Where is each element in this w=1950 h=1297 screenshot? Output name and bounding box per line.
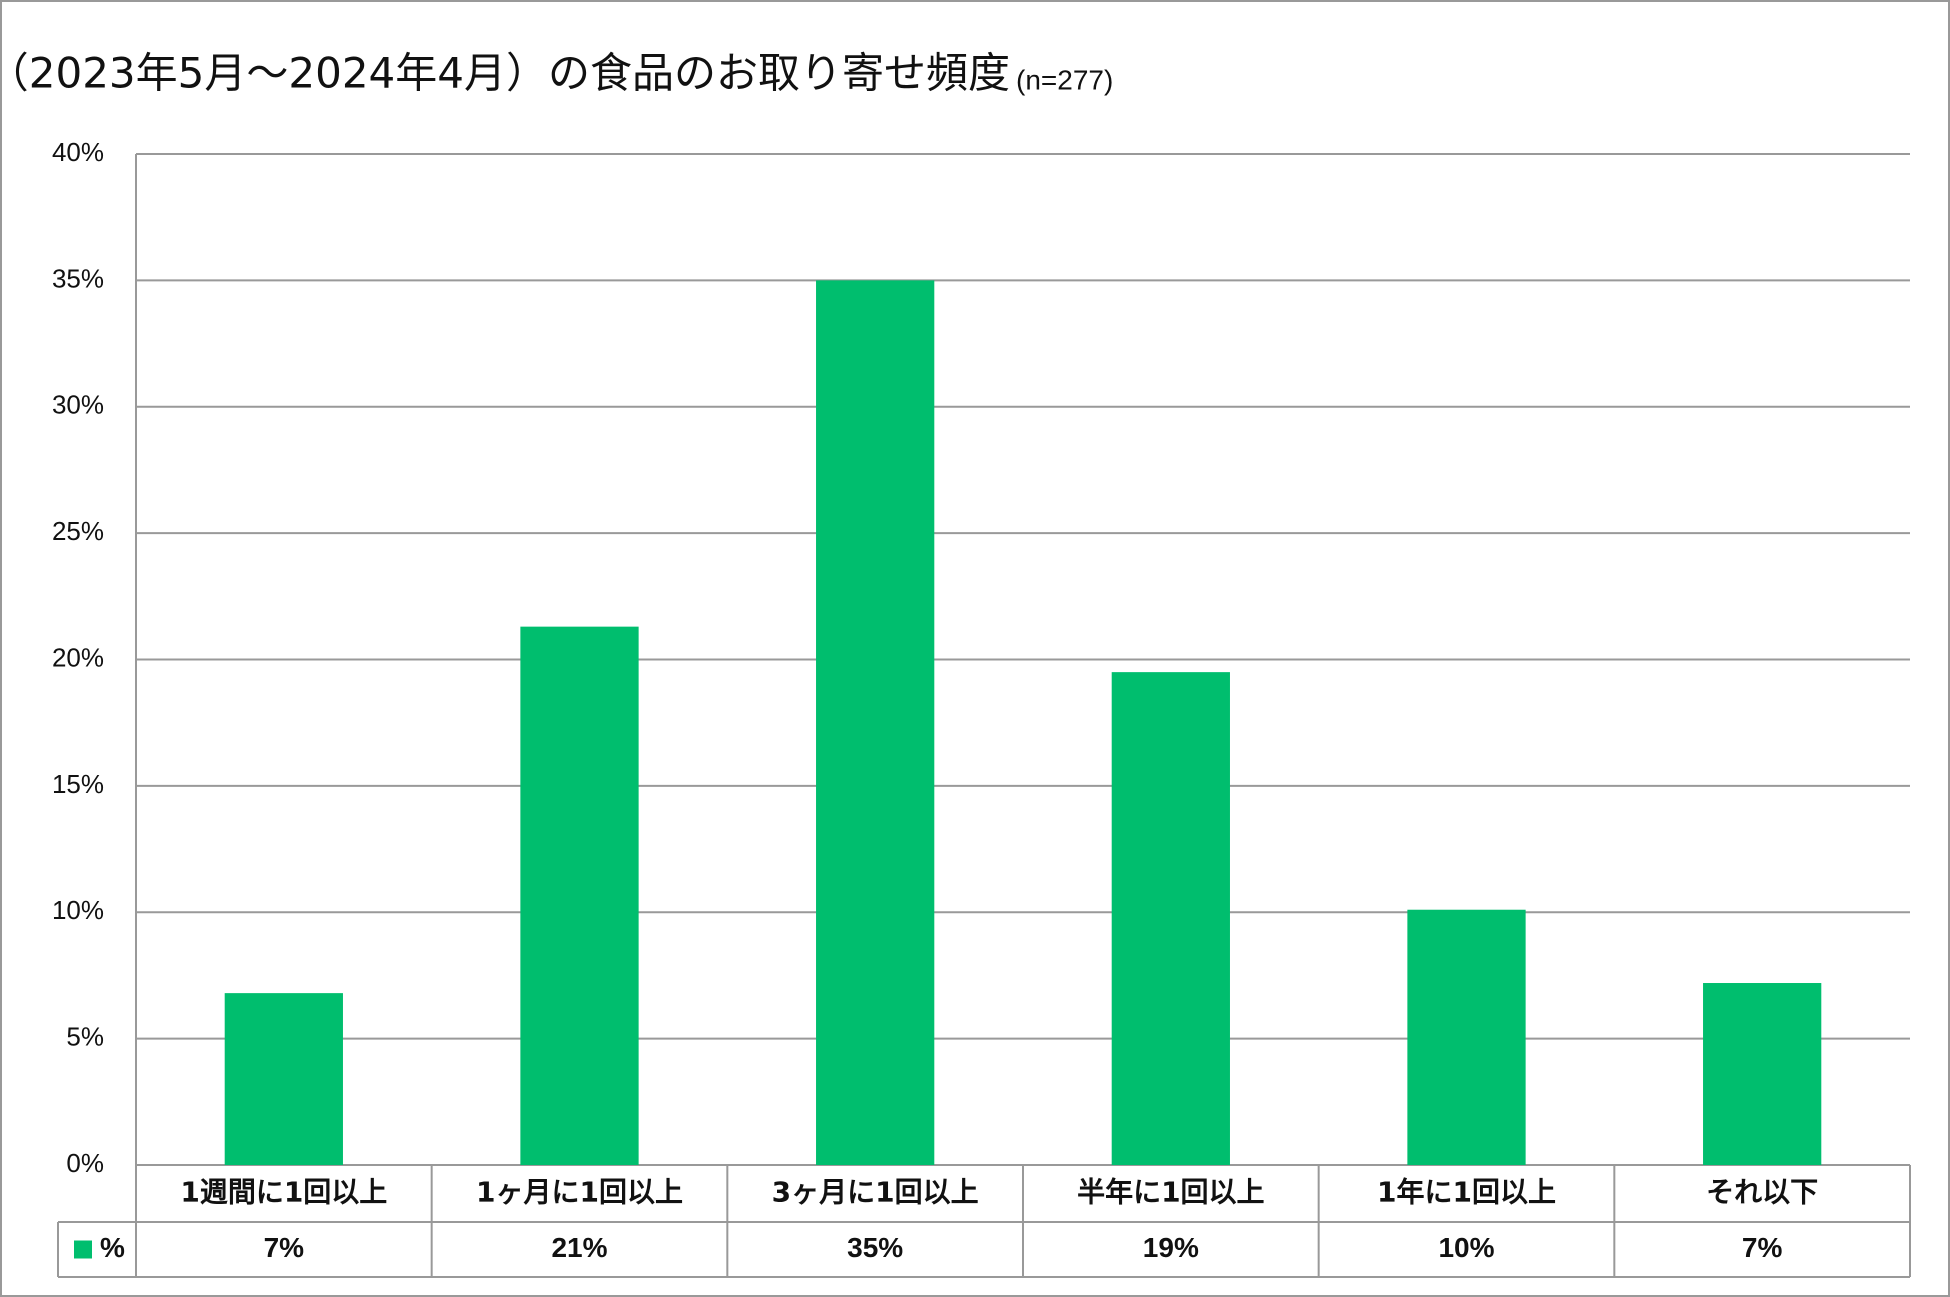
y-tick-label: 30% <box>52 390 104 420</box>
bar <box>1703 983 1822 1165</box>
x-tick-label: 1週間に1回以上 <box>180 1176 387 1209</box>
bar <box>224 993 343 1165</box>
y-tick-label: 20% <box>52 642 104 672</box>
x-tick-label: 半年に1回以上 <box>1077 1176 1264 1209</box>
x-tick-label: 1ヶ月に1回以上 <box>476 1176 683 1209</box>
chart-subtitle: (n=277) <box>1016 64 1113 95</box>
y-tick-label: 25% <box>52 516 104 546</box>
value-label: 35% <box>847 1232 903 1263</box>
bar <box>816 280 935 1165</box>
x-tick-label: それ以下 <box>1706 1176 1818 1209</box>
y-tick-label: 5% <box>66 1022 104 1052</box>
bar <box>1407 909 1526 1165</box>
x-tick-label: 1年に1回以上 <box>1377 1176 1556 1209</box>
y-tick-label: 0% <box>66 1148 104 1178</box>
value-label: 21% <box>551 1232 607 1263</box>
chart-title: この1年（2023年5月～2024年4月）の食品のお取り寄せ頻度 <box>0 49 1010 98</box>
y-tick-label: 15% <box>52 769 104 799</box>
bar <box>1111 672 1230 1165</box>
legend-label: % <box>100 1232 125 1263</box>
value-label: 7% <box>264 1232 305 1263</box>
bar <box>520 626 639 1165</box>
y-tick-label: 10% <box>52 895 104 925</box>
legend-swatch <box>74 1240 92 1259</box>
value-label: 7% <box>1742 1232 1783 1263</box>
y-tick-label: 35% <box>52 263 104 293</box>
value-label: 19% <box>1143 1232 1199 1263</box>
x-tick-label: 3ヶ月に1回以上 <box>772 1176 979 1209</box>
y-tick-label: 40% <box>52 137 104 167</box>
value-label: 10% <box>1438 1232 1494 1263</box>
